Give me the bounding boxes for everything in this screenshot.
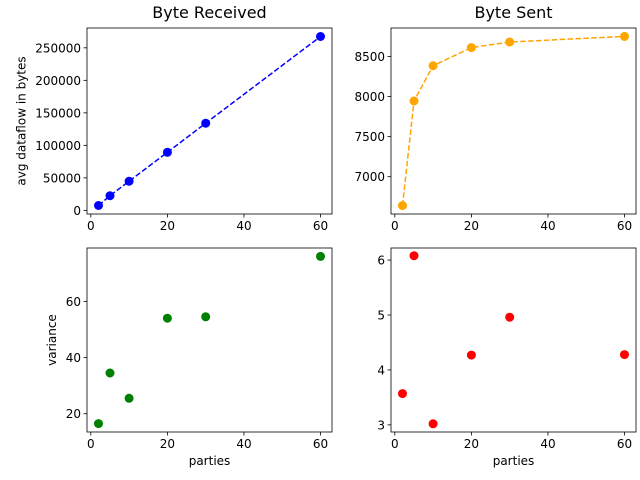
data-point-3 — [162, 147, 172, 157]
subplot-variance-red: 0 20 40 60 3 4 5 6 parties — [377, 247, 637, 468]
x-tick-label-2: 40 — [236, 219, 251, 233]
data-point-2 — [428, 419, 438, 429]
data-point-5 — [316, 251, 325, 261]
y-tick-label-2: 60 — [66, 295, 81, 309]
data-point-2 — [124, 393, 134, 403]
x-tick-label-3: 60 — [313, 437, 328, 451]
x-tick-label-2: 40 — [540, 437, 555, 451]
data-point-5 — [620, 31, 629, 41]
data-point-0 — [94, 419, 103, 429]
x-tick-label-3: 60 — [313, 219, 328, 233]
x-tick-label-0: 0 — [391, 219, 399, 233]
x-tick-label-3: 60 — [617, 219, 632, 233]
y-tick-label-0: 20 — [66, 407, 81, 421]
y-tick-label-5: 250000 — [35, 41, 81, 55]
data-point-3 — [466, 350, 476, 360]
y-tick-label-3: 150000 — [35, 106, 81, 120]
subplot-byte-received: Byte Received 0 20 40 60 0 50000 100000 150000 2… — [14, 3, 333, 233]
x-tick-label-0: 0 — [87, 437, 95, 451]
data-point-4 — [505, 312, 515, 322]
plot-frame — [390, 247, 637, 433]
x-tick-label-3: 60 — [617, 437, 632, 451]
y-tick-label-2: 100000 — [35, 139, 81, 153]
y-tick-label-3: 8500 — [354, 50, 385, 64]
y-axis-label: variance — [45, 314, 59, 366]
data-point-5 — [620, 350, 629, 360]
subplot-title: Byte Received — [152, 3, 266, 22]
x-tick-label-1: 20 — [160, 437, 175, 451]
data-point-4 — [201, 312, 211, 322]
y-tick-label-0: 7000 — [354, 170, 385, 184]
data-point-2 — [428, 61, 438, 71]
y-tick-label-1: 40 — [66, 351, 81, 365]
data-point-1 — [409, 96, 419, 106]
data-point-1 — [105, 368, 115, 378]
x-axis-label: parties — [189, 454, 231, 468]
data-point-1 — [105, 191, 115, 201]
data-point-1 — [409, 251, 419, 261]
x-tick-label-1: 20 — [464, 437, 479, 451]
data-point-0 — [398, 201, 407, 211]
data-point-0 — [94, 201, 103, 210]
plot-frame — [390, 27, 637, 215]
y-tick-label-3: 6 — [377, 254, 385, 268]
y-tick-label-0: 0 — [73, 204, 81, 218]
x-tick-label-2: 40 — [236, 437, 251, 451]
y-tick-label-2: 5 — [377, 309, 385, 323]
x-axis-label: parties — [493, 454, 535, 468]
data-point-3 — [162, 313, 172, 323]
subplot-variance-green: 0 20 40 60 20 40 60 parties variance — [45, 247, 333, 468]
subplot-byte-sent: Byte Sent 0 20 40 60 7000 7500 8000 8500 — [354, 3, 637, 233]
plot-frame — [86, 27, 333, 215]
data-point-3 — [466, 43, 476, 53]
y-tick-label-4: 200000 — [35, 74, 81, 88]
y-tick-label-0: 3 — [377, 418, 385, 432]
data-point-5 — [316, 32, 325, 41]
y-tick-label-1: 50000 — [43, 171, 81, 185]
subplot-title: Byte Sent — [474, 3, 552, 22]
x-tick-label-0: 0 — [87, 219, 95, 233]
data-point-2 — [124, 176, 134, 186]
y-tick-label-1: 7500 — [354, 130, 385, 144]
x-tick-label-1: 20 — [464, 219, 479, 233]
x-tick-label-1: 20 — [160, 219, 175, 233]
x-tick-label-2: 40 — [540, 219, 555, 233]
data-point-4 — [201, 118, 211, 128]
data-point-0 — [398, 389, 407, 399]
plot-frame — [86, 247, 333, 433]
y-tick-label-2: 8000 — [354, 90, 385, 104]
series-line-0 — [401, 35, 625, 206]
x-tick-label-0: 0 — [391, 437, 399, 451]
data-point-4 — [505, 37, 515, 47]
y-axis-label: avg dataflow in bytes — [14, 56, 28, 185]
y-tick-label-1: 4 — [377, 363, 385, 377]
